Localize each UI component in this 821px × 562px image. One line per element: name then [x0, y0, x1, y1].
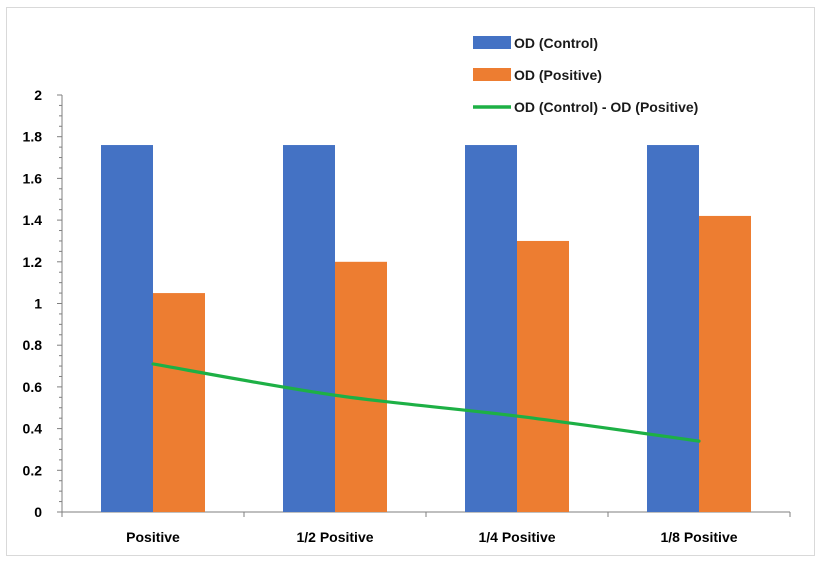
y-tick-label: 2: [34, 87, 42, 103]
difference-point-1: [334, 394, 336, 396]
x-tick-label: 1/4 Positive: [478, 529, 555, 545]
bar-positive-1: [335, 261, 387, 512]
x-tick-labels: Positive 1/2 Positive 1/4 Positive 1/8 Posi…: [126, 529, 738, 545]
lines: [151, 362, 701, 443]
difference-point-2: [516, 415, 518, 417]
bar-positive-3: [699, 215, 751, 512]
legend-label-0: OD (Control): [514, 35, 598, 51]
y-tick-label: 1.8: [23, 129, 43, 145]
difference-point-3: [698, 440, 700, 442]
y-tick-labels: 0 0.2 0.4 0.6 0.8 1 1.2 1.4 1.6 1.8 2: [23, 87, 43, 520]
legend-swatch-0: [473, 36, 511, 49]
y-tick-label: 0.6: [23, 379, 43, 395]
bar-control-0: [101, 145, 153, 513]
x-tick-label: 1/8 Positive: [660, 529, 737, 545]
legend-swatch-1: [473, 68, 511, 81]
y-tick-label: 0.4: [23, 421, 43, 437]
bar-positive-2: [517, 240, 569, 512]
x-tick-label: 1/2 Positive: [296, 529, 373, 545]
difference-point-0: [152, 363, 154, 365]
y-tick-label: 1.6: [23, 170, 43, 186]
y-tick-label: 1.2: [23, 254, 43, 270]
y-tick-label: 0: [34, 504, 42, 520]
bar-control-2: [465, 145, 517, 513]
y-tick-label: 0.8: [23, 337, 43, 353]
legend-label-2: OD (Control) - OD (Positive): [514, 99, 698, 115]
legend: OD (Control) OD (Positive) OD (Control) - …: [473, 35, 698, 115]
legend-label-1: OD (Positive): [514, 67, 602, 83]
x-tick-label: Positive: [126, 529, 180, 545]
y-tick-label: 1: [34, 296, 42, 312]
difference-line: [151, 362, 701, 443]
bar-positive-0: [153, 293, 205, 512]
y-tick-label: 1.4: [23, 212, 43, 228]
y-tick-label: 0.2: [23, 462, 43, 478]
bar-control-1: [283, 145, 335, 513]
bars: [101, 145, 751, 513]
bar-control-3: [647, 145, 699, 513]
